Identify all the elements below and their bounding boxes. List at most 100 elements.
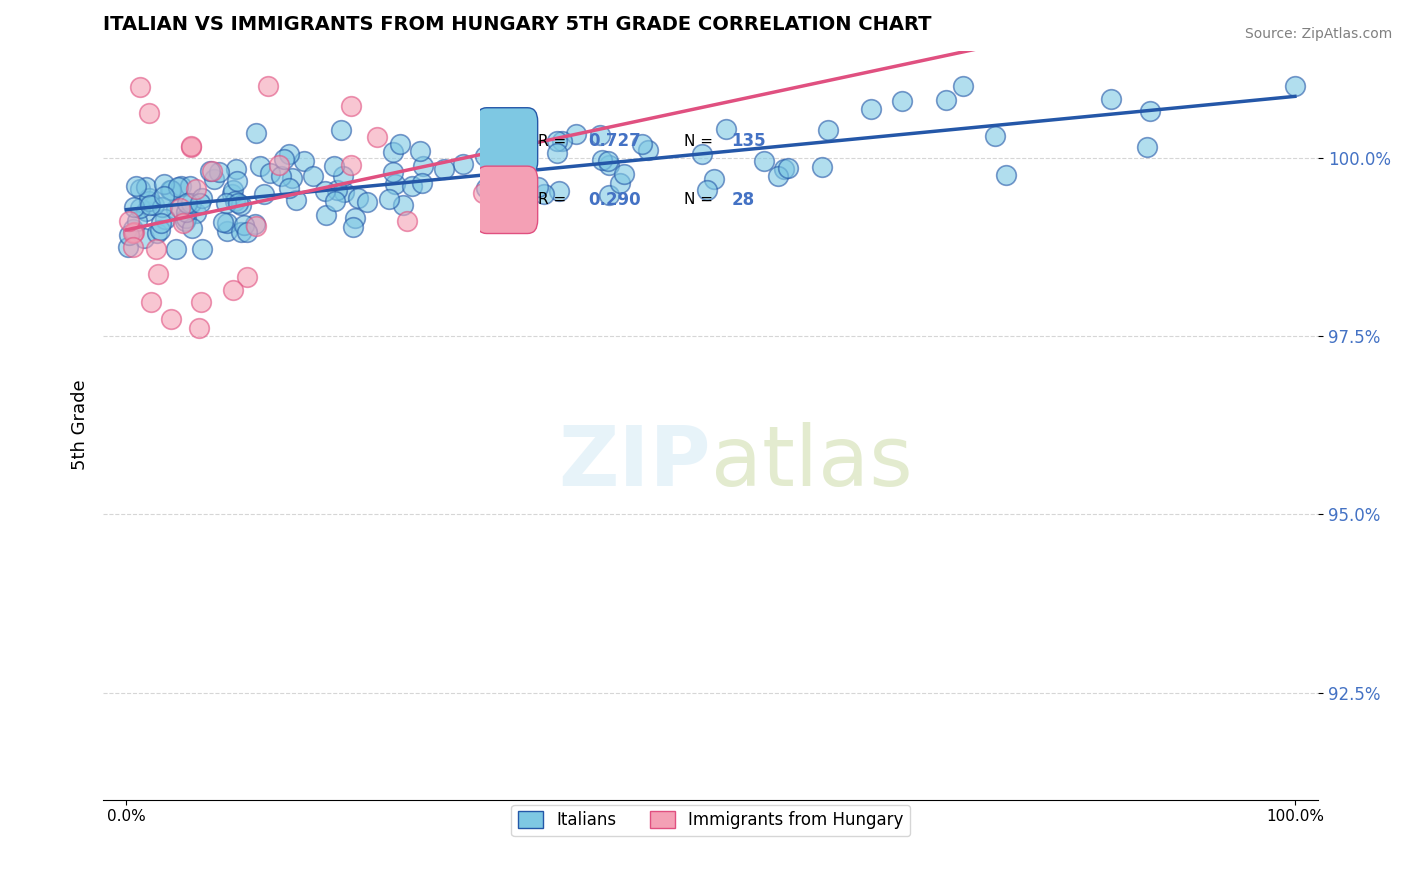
Point — [551, 134, 574, 148]
Point — [129, 201, 152, 215]
Point — [174, 214, 197, 228]
Point — [776, 161, 799, 176]
Point — [302, 169, 325, 183]
Point — [139, 197, 162, 211]
Point — [408, 145, 430, 159]
Point — [225, 161, 247, 176]
Point — [149, 223, 172, 237]
Point — [145, 242, 167, 256]
Point — [412, 159, 434, 173]
Point — [125, 179, 148, 194]
Point — [257, 79, 280, 94]
Point — [314, 184, 336, 198]
Text: ZIP: ZIP — [558, 422, 710, 503]
Point — [546, 134, 568, 148]
Point — [152, 200, 174, 214]
Point — [148, 267, 170, 281]
Point — [125, 214, 148, 228]
Point — [323, 160, 346, 174]
Point — [340, 99, 363, 113]
Point — [191, 243, 214, 257]
Point — [180, 196, 202, 211]
Point — [222, 283, 245, 297]
Point — [152, 177, 174, 191]
Point — [160, 183, 183, 197]
Point — [382, 145, 405, 160]
Point — [235, 270, 257, 285]
Point — [496, 174, 519, 188]
Point — [637, 143, 659, 157]
Point — [231, 198, 253, 212]
Point — [149, 216, 172, 230]
Point — [201, 164, 224, 178]
Point — [323, 194, 346, 208]
Point — [527, 180, 550, 194]
Point — [122, 240, 145, 254]
Point — [411, 176, 433, 190]
Point — [145, 226, 167, 240]
Point — [190, 294, 212, 309]
Point — [475, 181, 498, 195]
Point — [714, 122, 737, 136]
Point — [479, 178, 502, 193]
Point — [609, 176, 631, 190]
Point — [329, 122, 352, 136]
Point — [1284, 79, 1306, 94]
Point — [315, 208, 337, 222]
Point — [160, 312, 183, 326]
Point — [202, 172, 225, 186]
Point — [817, 122, 839, 136]
Point — [952, 79, 974, 94]
Point — [139, 295, 162, 310]
Point — [165, 242, 187, 256]
Point — [1136, 140, 1159, 154]
Point — [135, 204, 157, 219]
Point — [935, 93, 957, 107]
Point — [273, 153, 295, 167]
Point — [984, 128, 1007, 143]
Point — [392, 197, 415, 211]
Point — [215, 195, 238, 210]
Point — [498, 171, 520, 186]
Y-axis label: 5th Grade: 5th Grade — [72, 380, 89, 470]
Point — [752, 153, 775, 168]
Point — [224, 194, 246, 209]
Point — [547, 185, 569, 199]
Point — [342, 220, 364, 235]
Point — [225, 174, 247, 188]
Point — [326, 183, 349, 197]
Point — [211, 215, 233, 229]
Point — [245, 127, 267, 141]
Point — [169, 201, 191, 215]
Point — [696, 183, 718, 197]
Point — [598, 158, 620, 172]
Point — [221, 187, 243, 202]
Point — [172, 216, 194, 230]
Point — [891, 94, 914, 108]
Point — [395, 214, 418, 228]
Point — [132, 231, 155, 245]
Point — [278, 181, 301, 195]
Point — [166, 179, 188, 194]
Point — [631, 136, 654, 151]
Point — [122, 227, 145, 241]
Point — [129, 182, 152, 196]
Point — [332, 169, 354, 184]
Point — [165, 202, 187, 216]
Point — [186, 205, 208, 219]
Point — [591, 153, 613, 168]
Point — [278, 146, 301, 161]
Point — [589, 128, 612, 142]
Point — [1099, 92, 1122, 106]
Point — [433, 161, 456, 176]
Point — [217, 216, 239, 230]
Point — [267, 158, 290, 172]
Point — [377, 192, 399, 206]
Point — [138, 191, 160, 205]
Point — [170, 179, 193, 194]
Point — [388, 137, 411, 152]
Point — [138, 105, 160, 120]
Point — [174, 211, 197, 225]
Legend: Italians, Immigrants from Hungary: Italians, Immigrants from Hungary — [512, 805, 910, 836]
Point — [180, 140, 202, 154]
